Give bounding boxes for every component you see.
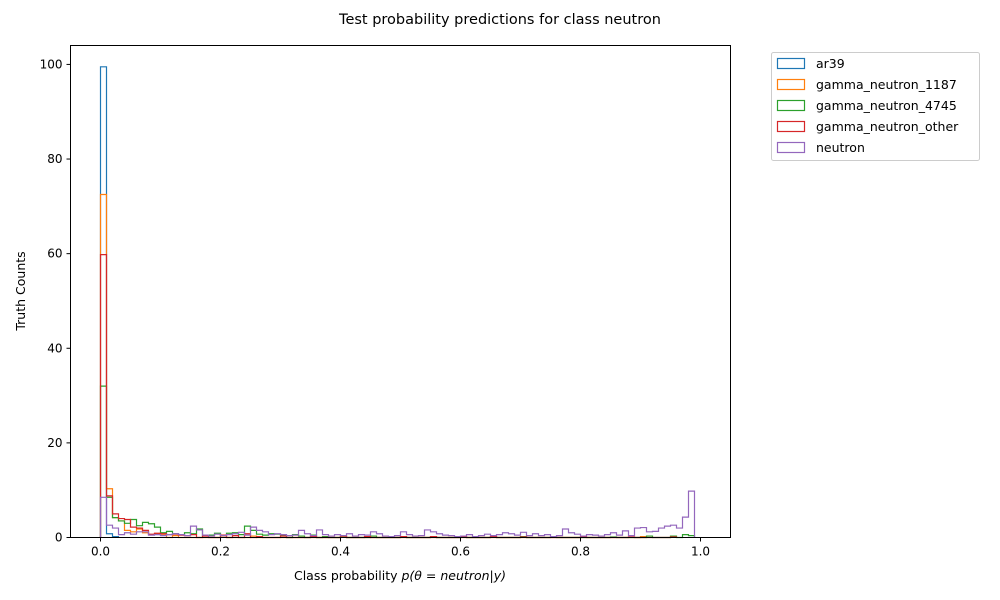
y-tick-label: 80 bbox=[47, 152, 62, 166]
x-tick-label: 1.0 bbox=[691, 545, 710, 559]
legend-swatch bbox=[776, 141, 806, 154]
histogram-series-gamma-neutron-other bbox=[99, 254, 678, 539]
legend-label: ar39 bbox=[816, 56, 845, 71]
legend-item-gamma-neutron-1187: gamma_neutron_1187 bbox=[776, 77, 957, 92]
legend-item-gamma-neutron-4745: gamma_neutron_4745 bbox=[776, 98, 957, 113]
y-tick-label: 100 bbox=[40, 57, 63, 71]
legend-swatch bbox=[776, 99, 806, 112]
y-axis: 0 20 40 60 80 100 bbox=[40, 57, 71, 545]
x-axis-label: Class probability p(θ = neutron|y) bbox=[294, 568, 506, 583]
legend-label: gamma_neutron_4745 bbox=[816, 98, 957, 113]
legend-item-gamma-neutron-other: gamma_neutron_other bbox=[776, 119, 959, 134]
legend-item-ar39: ar39 bbox=[776, 56, 845, 71]
legend-label: gamma_neutron_1187 bbox=[816, 77, 957, 92]
histogram-series-neutron bbox=[99, 490, 696, 538]
x-axis-label-prefix: Class probability bbox=[294, 568, 402, 583]
x-tick-label: 0.2 bbox=[211, 545, 230, 559]
y-tick-label: 60 bbox=[47, 247, 62, 261]
histogram-series-ar39 bbox=[99, 66, 120, 538]
histogram-series-gamma-neutron-4745 bbox=[99, 385, 696, 539]
y-tick-label: 20 bbox=[47, 436, 62, 450]
plot-area-frame bbox=[70, 45, 731, 538]
x-tick-label: 0.6 bbox=[451, 545, 470, 559]
y-axis-label: Truth Counts bbox=[13, 251, 28, 331]
y-tick-label: 40 bbox=[47, 341, 62, 355]
chart-title: Test probability predictions for class n… bbox=[338, 12, 661, 28]
histogram-series-gamma-neutron-1187 bbox=[99, 193, 648, 539]
legend-swatch bbox=[776, 120, 806, 133]
x-tick-label: 0.8 bbox=[571, 545, 590, 559]
legend: ar39 gamma_neutron_1187 gamma_neutron_4745… bbox=[771, 52, 980, 161]
y-tick-label: 0 bbox=[55, 531, 63, 545]
x-axis-label-math: p(θ = neutron|y) bbox=[401, 568, 507, 583]
x-tick-label: 0.0 bbox=[91, 545, 110, 559]
legend-label: gamma_neutron_other bbox=[816, 119, 959, 134]
legend-label: neutron bbox=[816, 140, 865, 155]
histogram-bars bbox=[99, 66, 696, 539]
x-axis: 0.0 0.2 0.4 0.6 0.8 1.0 bbox=[91, 537, 710, 559]
legend-swatch bbox=[776, 57, 806, 70]
legend-swatch bbox=[776, 78, 806, 91]
legend-box bbox=[771, 52, 980, 161]
legend-item-neutron: neutron bbox=[776, 140, 865, 155]
x-tick-label: 0.4 bbox=[331, 545, 350, 559]
